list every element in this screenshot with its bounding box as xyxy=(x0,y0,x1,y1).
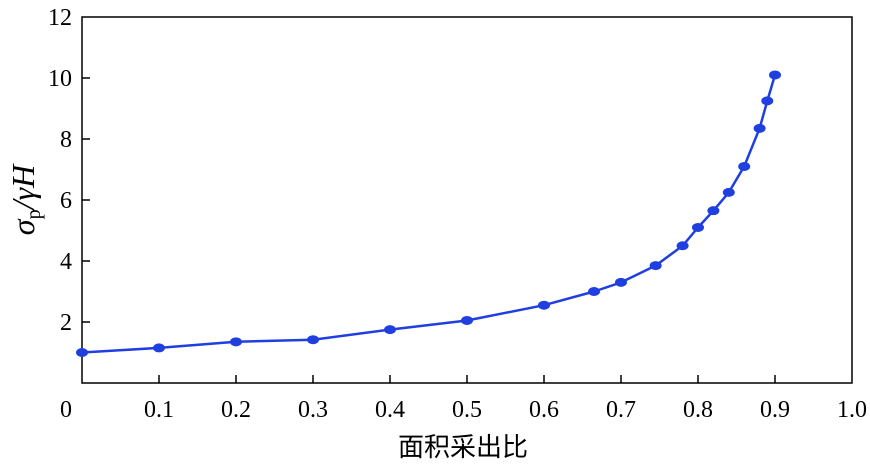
y-axis-title-sigma: σ xyxy=(5,218,41,235)
x-axis-title: 面积采出比 xyxy=(398,433,528,463)
data-point xyxy=(76,348,88,357)
data-point xyxy=(676,241,689,251)
x-tick-label: 0.9 xyxy=(760,397,790,423)
y-tick-label: 12 xyxy=(48,5,72,31)
x-tick-label: 0.5 xyxy=(452,397,482,423)
data-point xyxy=(722,187,735,197)
y-tick-label: 8 xyxy=(60,127,72,153)
x-tick-label: 0.1 xyxy=(144,397,174,423)
y-axis-title-subscript: p xyxy=(23,209,45,219)
x-tick-label: 0.6 xyxy=(529,397,559,423)
data-point xyxy=(153,343,165,353)
data-point xyxy=(588,287,601,296)
x-tick-label: 0.3 xyxy=(298,397,328,423)
y-tick-label: 6 xyxy=(60,188,72,214)
data-point xyxy=(307,335,319,345)
series-line xyxy=(81,74,777,354)
data-point xyxy=(615,277,627,287)
data-point xyxy=(230,337,242,347)
data-point xyxy=(761,96,774,106)
data-point xyxy=(738,161,751,171)
x-tick-label: 1.0 xyxy=(837,397,867,423)
data-point xyxy=(649,261,662,271)
data-point xyxy=(692,222,704,232)
y-axis-title: σp/γH xyxy=(5,163,45,235)
data-point xyxy=(769,70,781,80)
x-tick-label: 0.7 xyxy=(606,397,636,423)
x-axis-ticks: 0 0.1 0.2 0.3 0.4 0.5 0.6 0.7 0.8 0.9 1.0 xyxy=(60,375,867,423)
data-point xyxy=(538,300,550,310)
x-tick-label: 0.8 xyxy=(683,397,713,423)
y-tick-label: 10 xyxy=(48,66,72,92)
data-point xyxy=(707,206,720,216)
data-point xyxy=(384,325,396,335)
data-point xyxy=(753,123,766,133)
y-tick-label: 2 xyxy=(60,310,72,336)
x-tick-label: 0.4 xyxy=(375,397,405,423)
x-tick-label: 0 xyxy=(60,397,72,423)
plot-frame xyxy=(81,16,853,384)
y-axis-ticks: 2 4 6 8 10 12 xyxy=(48,5,90,336)
data-point xyxy=(461,315,473,325)
series-layer xyxy=(76,70,781,357)
y-tick-label: 4 xyxy=(60,249,72,275)
x-tick-label: 0.2 xyxy=(221,397,251,423)
y-axis-title-rest: /γH xyxy=(5,163,41,212)
